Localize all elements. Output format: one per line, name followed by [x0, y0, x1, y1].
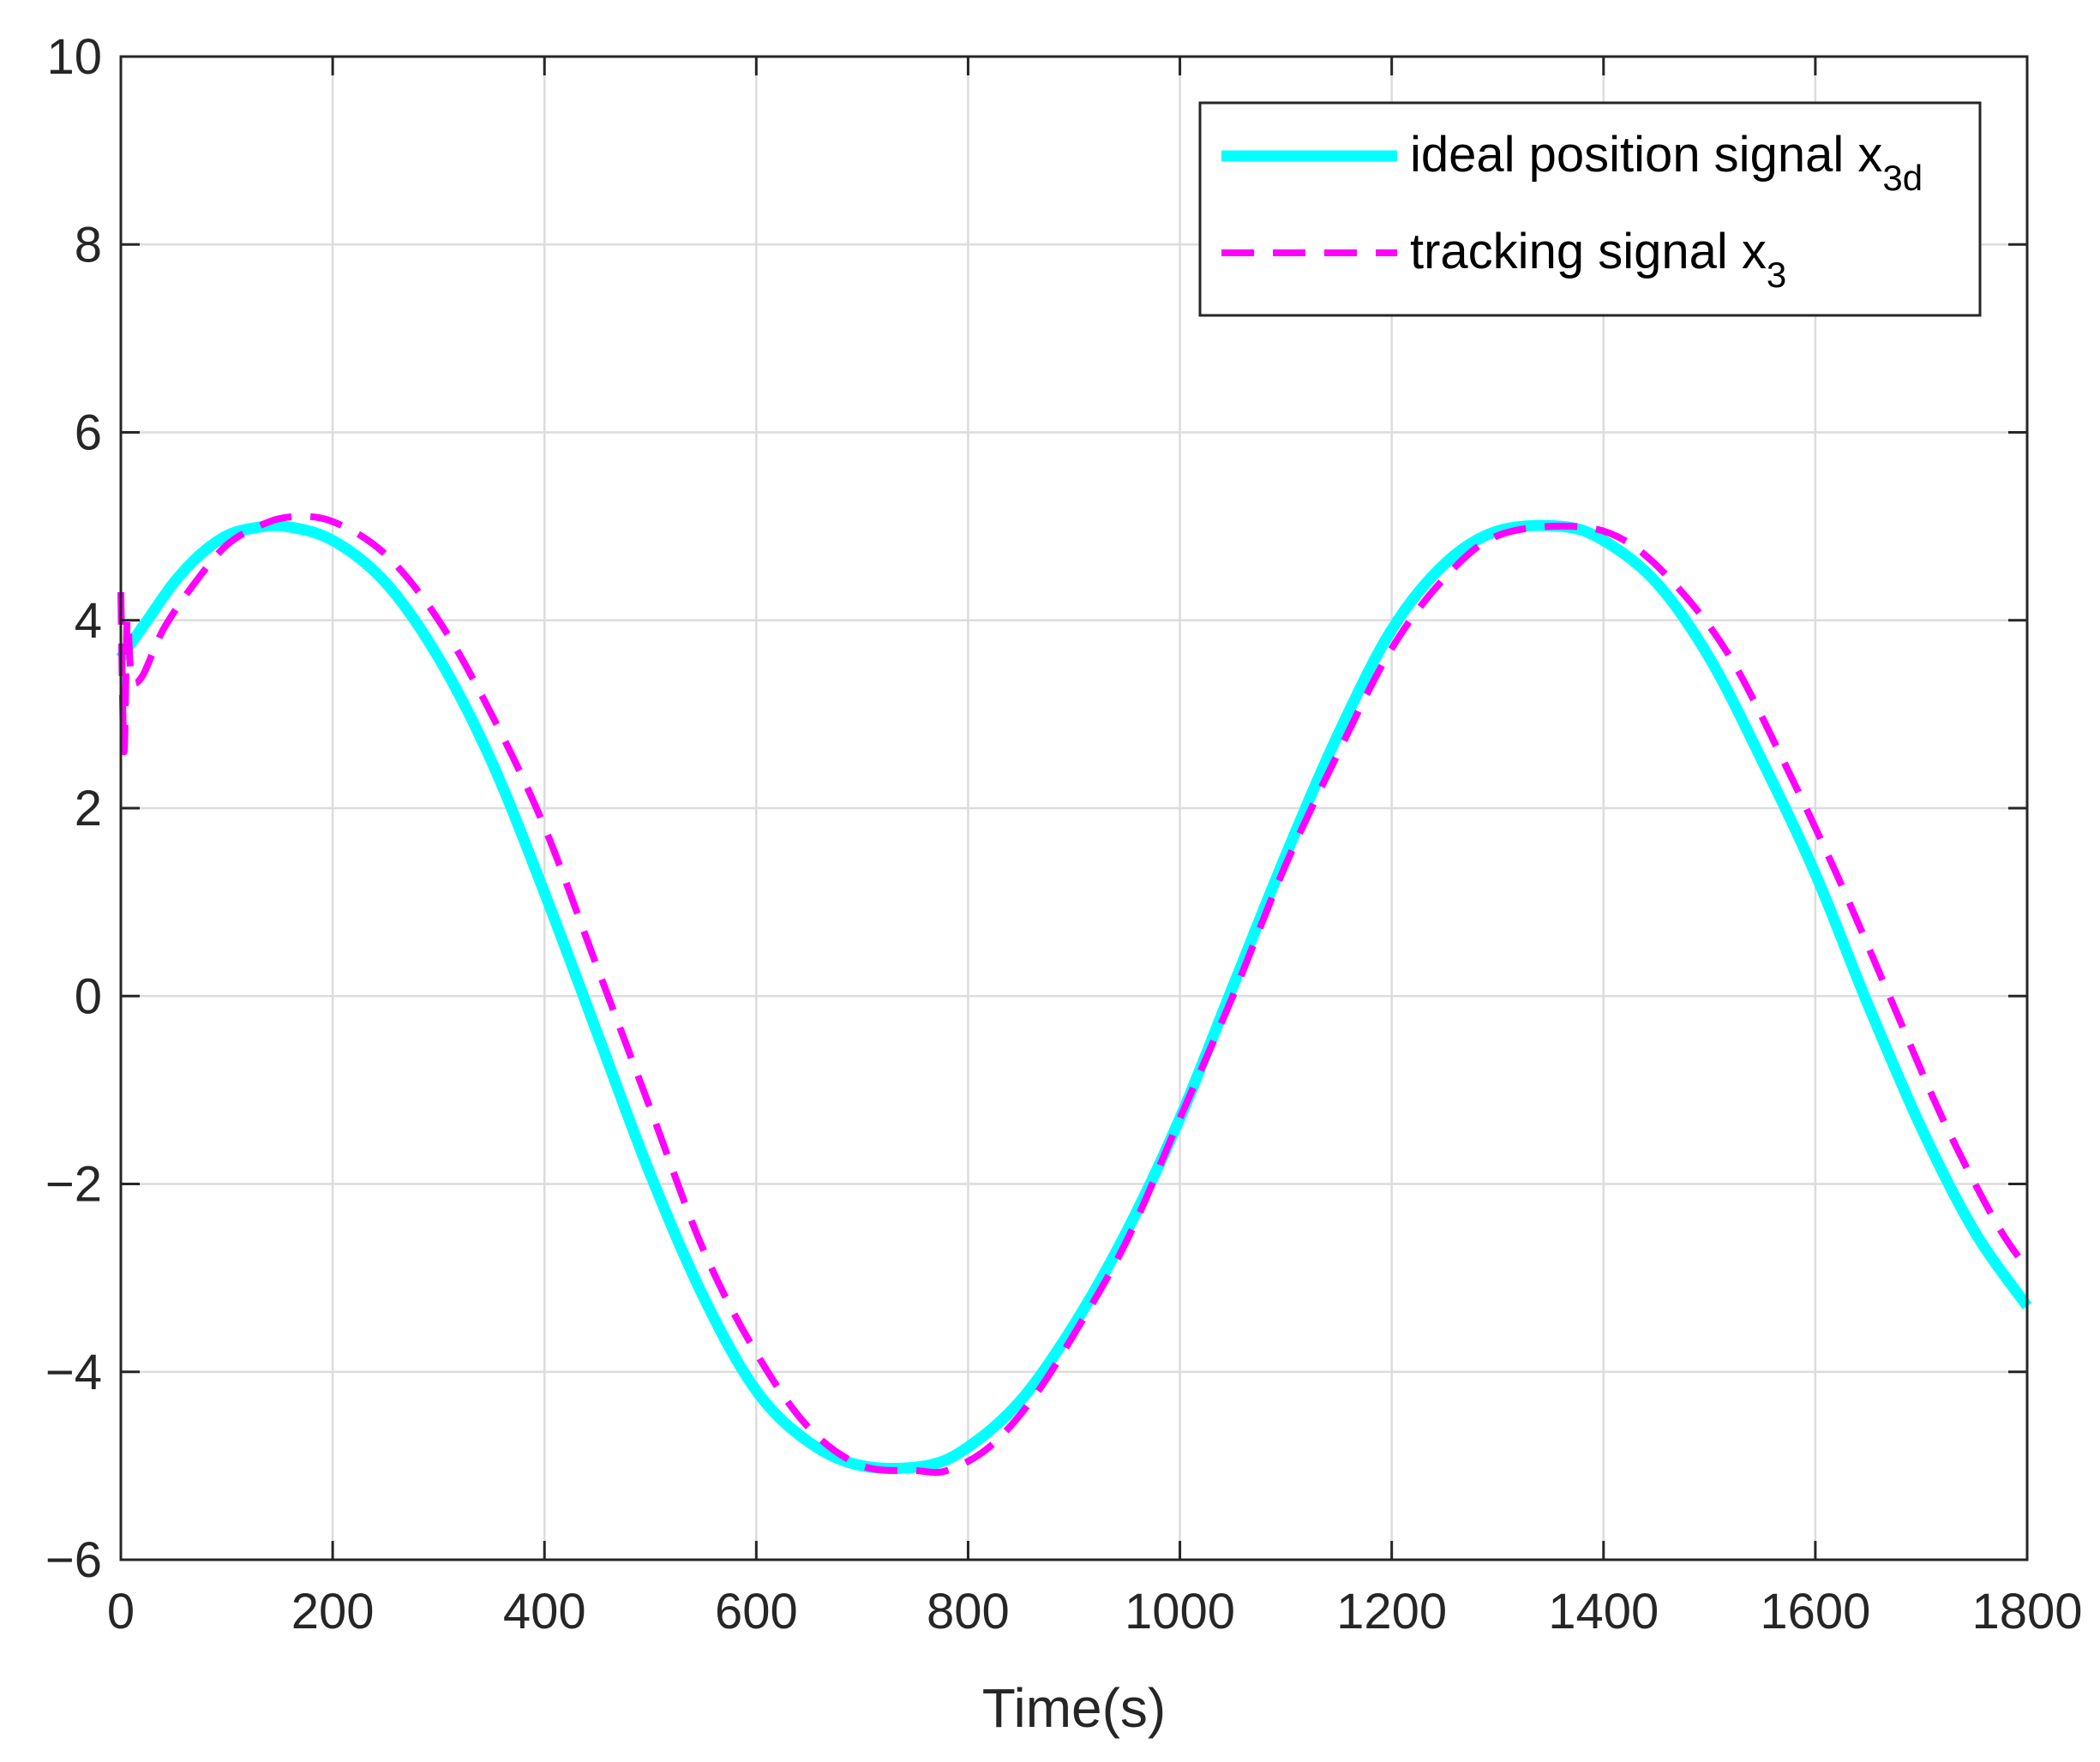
y-tick-label: −4: [45, 1345, 102, 1400]
y-tick-labels: −6 −4 −2 0 2 4 6 8 10: [45, 29, 102, 1588]
legend-label-tracking: tracking signal x3: [1410, 224, 1786, 295]
legend-box: [1198, 101, 1982, 317]
x-tick-label: 1400: [1548, 1584, 1659, 1639]
y-tick-label: −2: [45, 1157, 102, 1213]
legend-label-ideal: ideal position signal x3d: [1410, 127, 1923, 198]
series-line-tracking: [117, 512, 2031, 1477]
series-line-ideal: [116, 519, 2032, 1474]
x-tick-label: 400: [503, 1584, 586, 1639]
x-tick-label: 1600: [1760, 1584, 1870, 1639]
x-tick-label: 0: [107, 1584, 135, 1639]
x-tick-labels: 0 200 400 600 800 1000 1200 1400 1600 1800: [107, 1584, 2083, 1639]
tick-marks: [119, 55, 2029, 1561]
y-tick-label: 4: [75, 593, 102, 649]
x-tick-label: 1000: [1125, 1584, 1235, 1639]
x-tick-label: 200: [291, 1584, 375, 1639]
y-tick-label: 0: [75, 968, 102, 1024]
series-lines: [116, 512, 2032, 1477]
x-tick-label: 1800: [1971, 1584, 2082, 1639]
legend: ideal position signal x3d tracking signa…: [1198, 101, 1982, 317]
x-tick-label: 600: [715, 1584, 798, 1639]
x-axis-title: Time(s): [982, 1677, 1166, 1739]
y-tick-label: 6: [75, 405, 102, 461]
x-tick-label: 800: [927, 1584, 1010, 1639]
y-tick-label: 2: [75, 781, 102, 836]
y-tick-label: −6: [45, 1532, 102, 1588]
y-tick-label: 8: [75, 217, 102, 273]
x-tick-label: 1200: [1336, 1584, 1447, 1639]
y-tick-label: 10: [46, 29, 102, 85]
